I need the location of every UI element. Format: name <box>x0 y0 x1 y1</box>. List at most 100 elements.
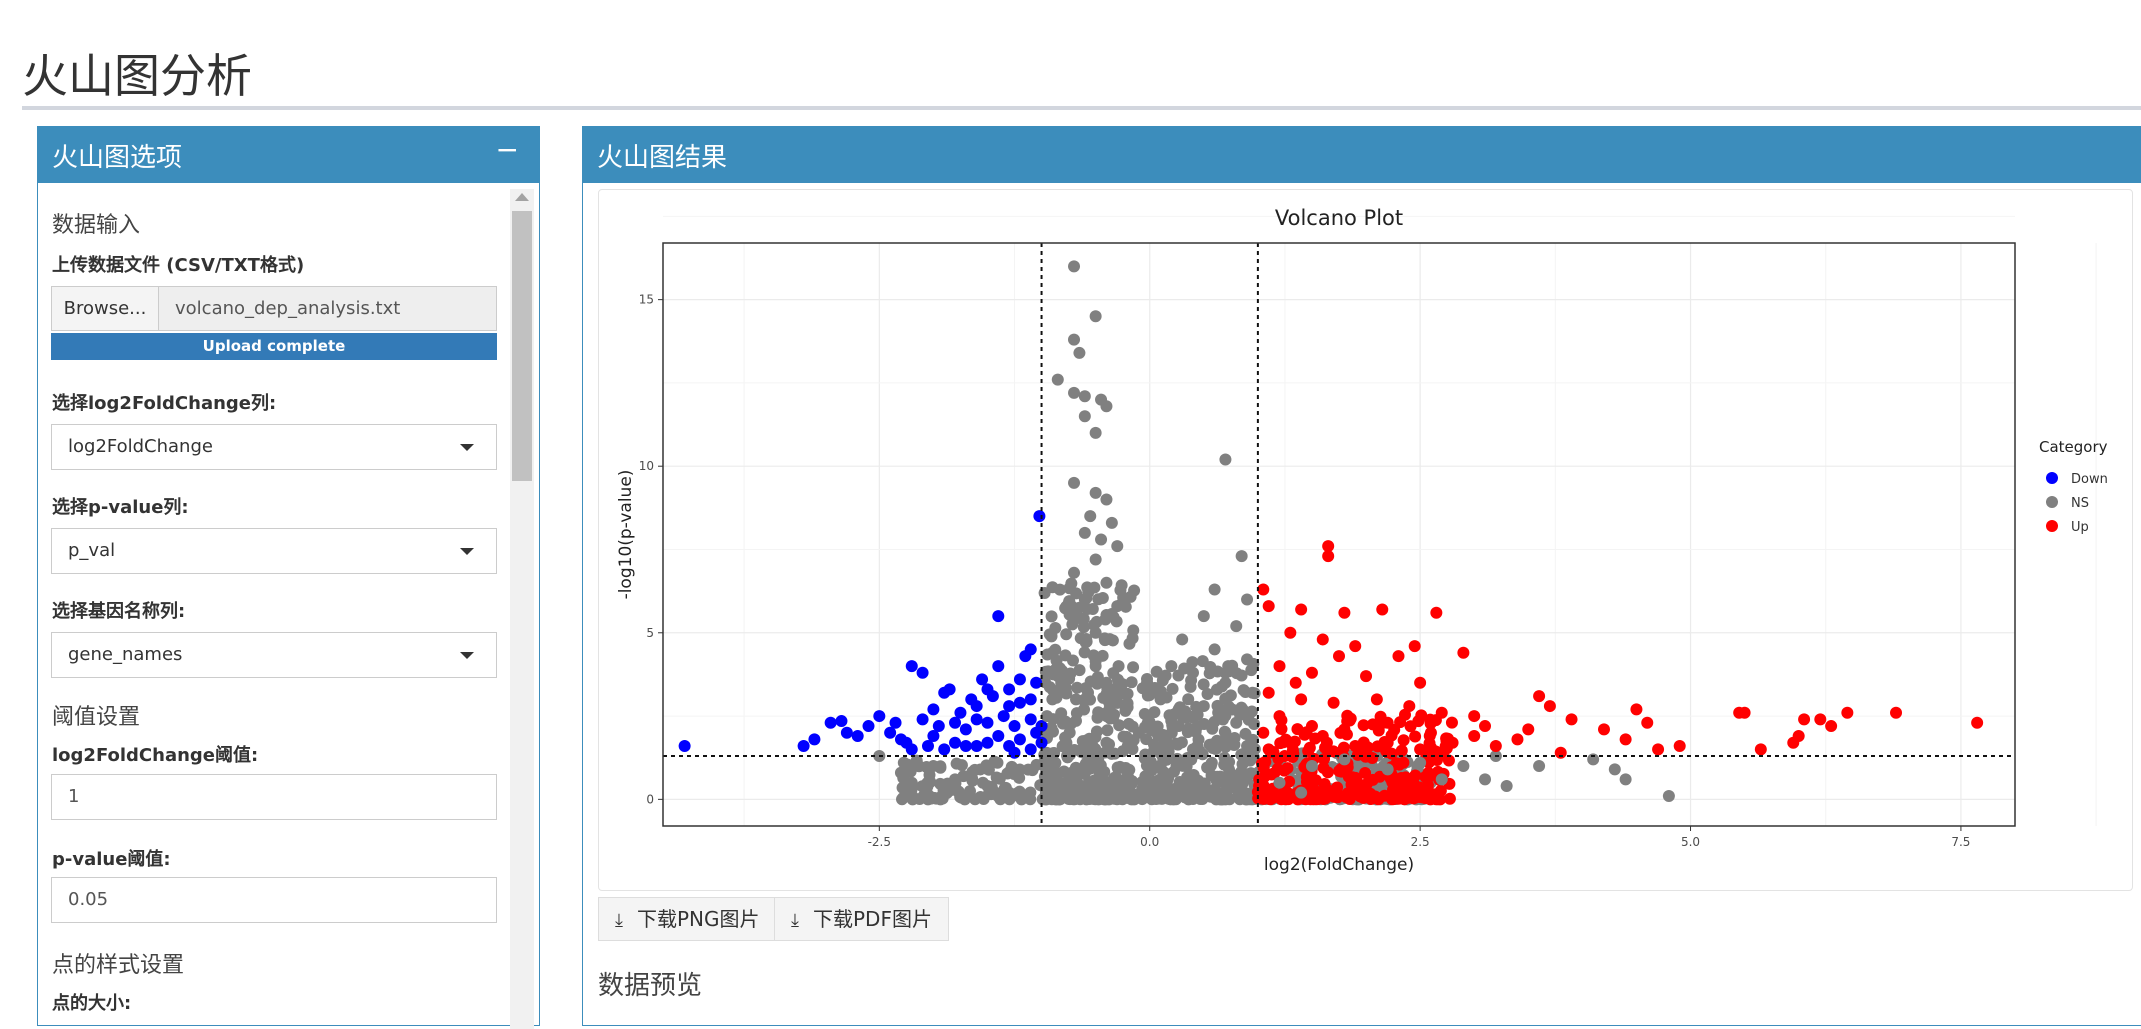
x-tick-label: 0.0 <box>1140 835 1159 849</box>
up-point <box>1457 646 1470 659</box>
scroll-up-arrow-icon[interactable] <box>515 193 529 201</box>
ns-point <box>897 756 910 769</box>
ns-point <box>1230 716 1243 729</box>
log2fc-column-value: log2FoldChange <box>68 436 213 457</box>
ns-point <box>1100 400 1113 413</box>
ns-point <box>1619 773 1632 786</box>
down-point <box>927 730 940 743</box>
browse-button[interactable]: Browse... <box>51 286 159 331</box>
ns-point <box>1165 660 1178 673</box>
results-panel: 火山图结果 -2.5 0.0 2.5 5.0 7.5 0 5 10 15 Volcano Plot… <box>582 126 2141 1026</box>
ns-point <box>1068 766 1081 779</box>
ns-point <box>1241 740 1254 753</box>
log2fc-threshold-input[interactable]: 1 <box>51 774 497 820</box>
up-point <box>1333 650 1345 663</box>
up-point <box>1275 723 1288 736</box>
ns-point <box>1108 747 1121 760</box>
ns-point <box>905 776 918 789</box>
gene-column-label: 选择基因名称列: <box>52 601 186 622</box>
legend-ns-swatch <box>2046 496 2058 508</box>
legend-down-swatch <box>2046 472 2058 484</box>
ns-point <box>1186 656 1199 669</box>
up-point <box>1446 736 1459 749</box>
ns-point <box>1166 682 1179 695</box>
up-point <box>1257 779 1270 792</box>
up-point <box>1278 764 1291 777</box>
up-point <box>1262 600 1275 613</box>
ns-point <box>1105 516 1118 529</box>
up-point <box>1792 730 1805 743</box>
up-point <box>1331 791 1344 804</box>
ns-point <box>1059 783 1072 796</box>
x-tick-label: 2.5 <box>1411 835 1430 849</box>
gene-column-select[interactable]: gene_names <box>51 632 497 678</box>
up-point <box>1414 791 1427 804</box>
down-point <box>873 710 886 723</box>
ns-point <box>935 790 948 803</box>
ns-point <box>1015 793 1028 806</box>
down-point <box>970 740 983 753</box>
up-point <box>1413 781 1426 794</box>
ns-point <box>1077 612 1090 625</box>
ns-point <box>1159 733 1172 746</box>
pvalue-threshold-input[interactable]: 0.05 <box>51 877 497 923</box>
ns-point <box>1111 673 1124 686</box>
ns-point <box>1381 763 1394 776</box>
ns-point <box>1111 540 1124 553</box>
down-point <box>992 730 1005 743</box>
up-point <box>1258 771 1271 784</box>
ns-point <box>1084 510 1097 523</box>
ns-point <box>991 787 1004 800</box>
options-panel-header: 火山图选项 − <box>38 127 539 183</box>
ns-point <box>1046 646 1059 659</box>
up-point <box>1971 716 1984 729</box>
up-point <box>1266 791 1279 804</box>
ns-point <box>910 754 923 767</box>
threshold-section-label: 阈值设置 <box>52 705 141 730</box>
up-point <box>1381 716 1394 729</box>
download-png-label: 下载PNG图片 <box>637 907 760 931</box>
ns-point <box>1161 774 1174 787</box>
ns-point <box>927 760 940 773</box>
ns-point <box>1063 582 1076 595</box>
down-point <box>1024 693 1037 706</box>
sidebar-scrollbar[interactable] <box>510 189 534 1029</box>
up-point <box>1408 640 1421 653</box>
scrollbar-thumb[interactable] <box>512 211 532 481</box>
up-point <box>1400 781 1413 794</box>
up-point <box>1479 720 1492 733</box>
ns-point <box>1057 676 1070 689</box>
pvalue-threshold-label: p-value阈值: <box>52 849 171 870</box>
ns-point <box>1100 576 1113 589</box>
ns-point <box>1172 720 1185 733</box>
ns-point <box>1132 726 1145 739</box>
up-point <box>1397 734 1410 747</box>
download-pdf-button[interactable]: ⤓ 下载PDF图片 <box>774 897 949 941</box>
ns-point <box>1013 763 1026 776</box>
pvalue-column-select[interactable]: p_val <box>51 528 497 574</box>
ns-point <box>1143 715 1156 728</box>
up-point <box>1338 723 1351 736</box>
ns-point <box>1171 738 1184 751</box>
ns-point <box>1587 753 1600 766</box>
ns-point <box>1147 738 1160 751</box>
ns-point <box>1098 632 1111 645</box>
down-point <box>992 610 1005 623</box>
collapse-button[interactable]: − <box>495 133 519 166</box>
ns-point <box>1338 753 1351 766</box>
ns-point <box>1220 784 1233 797</box>
up-point <box>1284 736 1297 749</box>
download-png-button[interactable]: ⤓ 下载PNG图片 <box>598 897 777 941</box>
down-point <box>943 683 956 696</box>
pvalue-column-label: 选择p-value列: <box>52 497 189 518</box>
up-point <box>1257 761 1270 774</box>
ns-point <box>1100 493 1113 506</box>
up-point <box>1385 747 1398 760</box>
up-point <box>1289 676 1302 689</box>
ns-point <box>894 766 907 779</box>
up-point <box>1619 733 1632 746</box>
ns-point <box>1154 760 1167 773</box>
up-point <box>1369 790 1382 803</box>
up-point <box>1393 758 1406 771</box>
log2fc-column-select[interactable]: log2FoldChange <box>51 424 497 470</box>
